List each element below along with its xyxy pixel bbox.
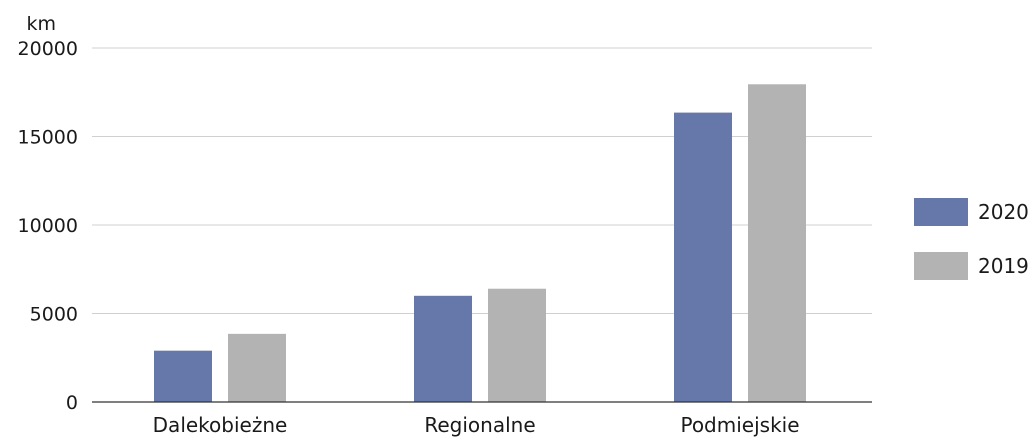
- y-axis-unit: km: [26, 13, 56, 35]
- bar-2019-0: [228, 333, 286, 402]
- bar-2020-0: [154, 350, 212, 402]
- legend-label-2019: 2019: [978, 254, 1029, 278]
- x-category-label: Regionalne: [424, 413, 535, 437]
- x-category-label: Podmiejskie: [680, 413, 799, 437]
- y-tick-label-20000: 20000: [18, 38, 78, 60]
- y-tick-label-10000: 10000: [18, 215, 78, 237]
- legend-swatch-2020: [914, 198, 968, 226]
- bar-2019-2: [748, 84, 806, 402]
- bar-2020-2: [674, 112, 732, 402]
- legend-label-2020: 2020: [978, 200, 1029, 224]
- y-axis-ticks: 0 5000 10000 15000 20000: [18, 38, 78, 414]
- legend-swatch-2019: [914, 252, 968, 280]
- y-tick-label-5000: 5000: [30, 304, 78, 326]
- gridlines: [92, 47, 872, 314]
- y-tick-label-15000: 15000: [18, 127, 78, 149]
- x-axis-categories: Dalekobieżne Regionalne Podmiejskie: [153, 413, 800, 437]
- bar-2019-1: [488, 288, 546, 402]
- x-category-label: Dalekobieżne: [153, 413, 288, 437]
- y-tick-label-0: 0: [66, 392, 78, 414]
- bar-2020-1: [414, 295, 472, 402]
- bars: [154, 84, 806, 402]
- legend: 2020 2019: [914, 198, 1029, 280]
